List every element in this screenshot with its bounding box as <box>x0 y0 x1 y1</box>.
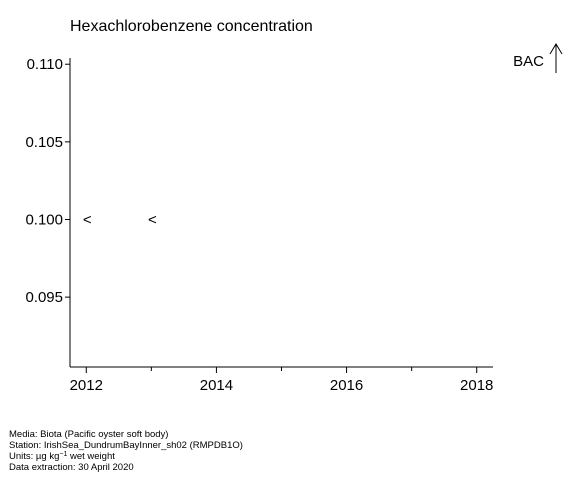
footer-units: Units: µg kg−1 wet weight <box>9 451 243 462</box>
x-tick-label: 2018 <box>460 377 493 394</box>
chart-footer: Media: Biota (Pacific oyster soft body) … <box>9 429 243 473</box>
axes: 0.095 0.100 0.105 0.110 2012 2014 2016 2018 <box>25 56 493 394</box>
chart-title: Hexachlorobenzene concentration <box>70 18 313 35</box>
x-tick-label: 2016 <box>330 377 363 394</box>
footer-extraction: Data extraction: 30 April 2020 <box>9 462 134 473</box>
data-points: < < <box>83 211 157 228</box>
bac-label: BAC <box>513 53 544 70</box>
y-tick-label: 0.095 <box>25 289 63 306</box>
y-tick-label: 0.105 <box>25 134 63 151</box>
units-suffix: wet weight <box>67 451 115 462</box>
x-tick-label: 2012 <box>70 377 103 394</box>
footer-media: Media: Biota (Pacific oyster soft body) <box>9 429 169 440</box>
footer-station: Station: IrishSea_DundrumBayInner_sh02 (… <box>9 440 243 451</box>
y-tick-label: 0.100 <box>25 211 63 228</box>
data-point-marker: < <box>83 211 92 228</box>
units-exponent: −1 <box>59 451 68 458</box>
data-point-marker: < <box>148 211 157 228</box>
bac-arrow-head <box>549 43 563 55</box>
units-prefix: Units: µg kg <box>9 451 60 462</box>
y-tick-label: 0.110 <box>27 56 63 73</box>
annotations: BAC <box>513 43 563 73</box>
x-tick-label: 2014 <box>200 377 233 394</box>
